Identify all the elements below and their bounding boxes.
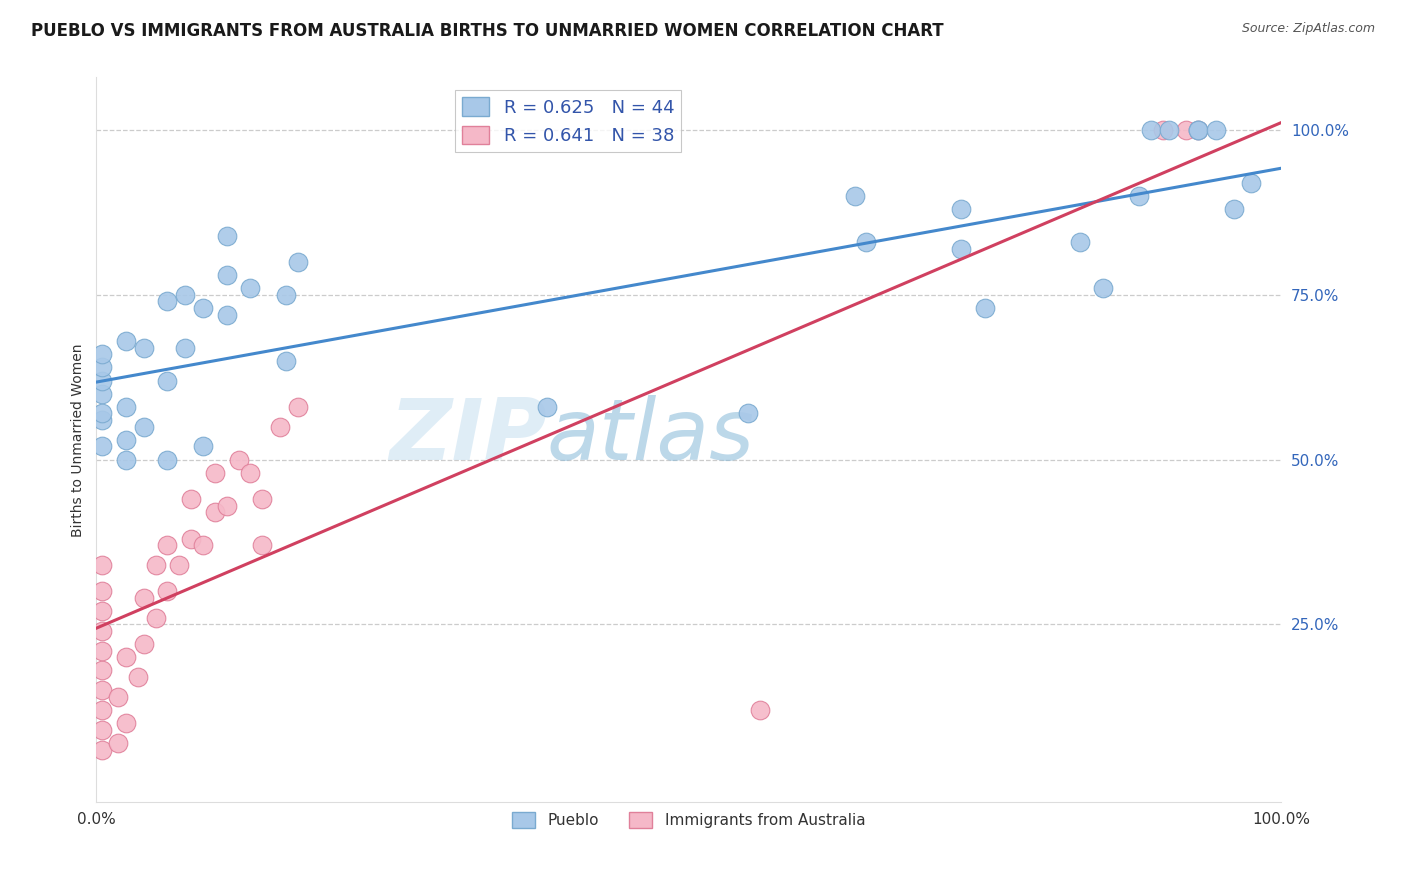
Point — [91, 360, 114, 375]
Point — [250, 492, 273, 507]
Point — [115, 433, 138, 447]
Point — [132, 419, 155, 434]
Point — [215, 268, 238, 282]
Point — [91, 558, 114, 572]
Text: Source: ZipAtlas.com: Source: ZipAtlas.com — [1241, 22, 1375, 36]
Point — [156, 584, 179, 599]
Point — [269, 419, 291, 434]
Point — [115, 400, 138, 414]
Point — [91, 624, 114, 638]
Point — [215, 308, 238, 322]
Point — [107, 690, 129, 704]
Point — [1152, 123, 1174, 137]
Point — [274, 288, 297, 302]
Point — [180, 532, 202, 546]
Point — [274, 353, 297, 368]
Point — [91, 584, 114, 599]
Point — [191, 439, 214, 453]
Point — [1240, 176, 1263, 190]
Point — [204, 505, 226, 519]
Point — [250, 538, 273, 552]
Y-axis label: Births to Unmarried Women: Births to Unmarried Women — [72, 343, 86, 537]
Point — [132, 637, 155, 651]
Point — [115, 650, 138, 665]
Point — [91, 723, 114, 737]
Point — [1139, 123, 1161, 137]
Point — [91, 439, 114, 453]
Point — [169, 558, 191, 572]
Point — [91, 386, 114, 401]
Point — [1187, 123, 1209, 137]
Point — [91, 664, 114, 678]
Point — [91, 347, 114, 361]
Point — [228, 452, 250, 467]
Point — [239, 466, 262, 480]
Point — [215, 228, 238, 243]
Point — [950, 242, 973, 256]
Point — [145, 558, 167, 572]
Point — [204, 466, 226, 480]
Legend: Pueblo, Immigrants from Australia: Pueblo, Immigrants from Australia — [506, 806, 872, 835]
Point — [132, 591, 155, 605]
Point — [536, 400, 558, 414]
Point — [1092, 281, 1115, 295]
Point — [91, 643, 114, 657]
Point — [145, 611, 167, 625]
Point — [287, 400, 309, 414]
Point — [156, 294, 179, 309]
Point — [127, 670, 149, 684]
Point — [91, 407, 114, 421]
Point — [91, 604, 114, 618]
Point — [91, 703, 114, 717]
Point — [91, 742, 114, 756]
Point — [855, 235, 877, 249]
Point — [1157, 123, 1180, 137]
Point — [748, 703, 770, 717]
Point — [1205, 123, 1227, 137]
Point — [737, 407, 759, 421]
Point — [1128, 189, 1150, 203]
Point — [91, 683, 114, 698]
Point — [239, 281, 262, 295]
Text: PUEBLO VS IMMIGRANTS FROM AUSTRALIA BIRTHS TO UNMARRIED WOMEN CORRELATION CHART: PUEBLO VS IMMIGRANTS FROM AUSTRALIA BIRT… — [31, 22, 943, 40]
Text: atlas: atlas — [547, 395, 755, 478]
Point — [156, 538, 179, 552]
Point — [91, 374, 114, 388]
Point — [156, 452, 179, 467]
Text: ZIP: ZIP — [389, 395, 547, 478]
Point — [115, 452, 138, 467]
Point — [107, 736, 129, 750]
Point — [91, 413, 114, 427]
Point — [132, 341, 155, 355]
Point — [191, 538, 214, 552]
Point — [215, 499, 238, 513]
Point — [1187, 123, 1209, 137]
Point — [180, 492, 202, 507]
Point — [115, 716, 138, 731]
Point — [974, 301, 997, 315]
Point — [287, 255, 309, 269]
Point — [1069, 235, 1091, 249]
Point — [156, 374, 179, 388]
Point — [1187, 123, 1209, 137]
Point — [1222, 202, 1244, 217]
Point — [1175, 123, 1198, 137]
Point — [191, 301, 214, 315]
Point — [950, 202, 973, 217]
Point — [844, 189, 866, 203]
Point — [174, 288, 197, 302]
Point — [115, 334, 138, 348]
Point — [174, 341, 197, 355]
